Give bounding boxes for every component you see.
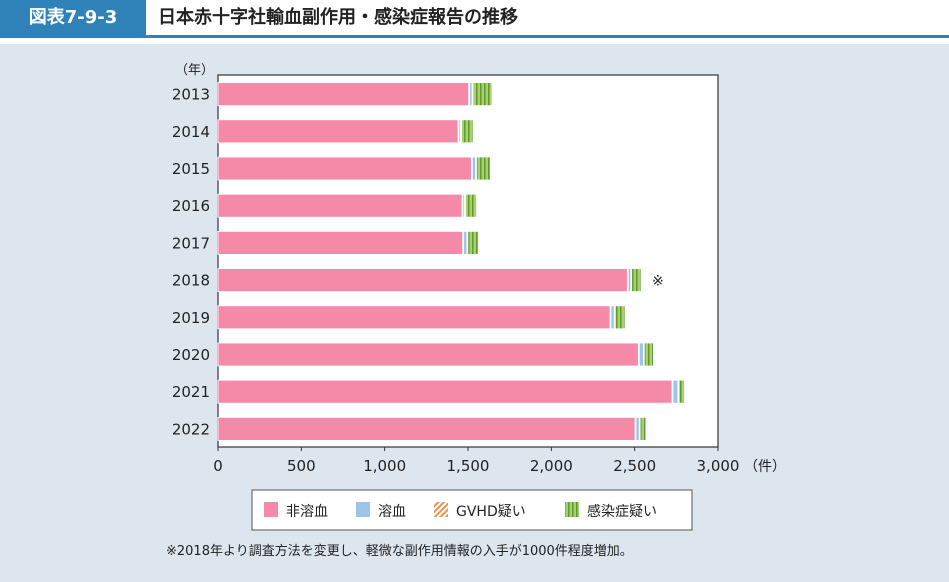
- bar-segment: [469, 82, 473, 106]
- legend-swatch: [434, 502, 448, 517]
- bar-segment: [472, 82, 493, 106]
- figure-title: 日本赤十字社輸血副作用・感染症報告の推移: [158, 7, 518, 28]
- bar-segment: [631, 268, 642, 293]
- bar-segment: [639, 416, 647, 441]
- y-tick-label: 2020: [172, 346, 210, 364]
- bar-segment: [217, 305, 611, 330]
- bar-segment: [614, 305, 626, 330]
- y-tick-label: 2014: [172, 123, 210, 141]
- legend-label: GVHD疑い: [456, 504, 526, 520]
- x-tick-label: 0: [213, 457, 223, 475]
- annotation-mark: ※: [652, 274, 664, 290]
- figure-number: 図表7-9-3: [0, 0, 146, 36]
- bar-segment: [461, 119, 474, 144]
- legend: [251, 489, 693, 531]
- bar-segment: [476, 156, 491, 181]
- y-tick-label: 2015: [172, 160, 210, 178]
- bar-segment: [463, 230, 468, 255]
- y-tick-label: 2018: [172, 272, 210, 290]
- legend-swatch: [264, 502, 278, 517]
- x-axis-label: （件）: [744, 459, 786, 475]
- bar-segment: [217, 342, 639, 367]
- x-tick-label: 1,000: [363, 457, 406, 475]
- legend-label: 溶血: [378, 504, 406, 520]
- bar-segment: [217, 119, 459, 144]
- legend-swatch: [356, 502, 370, 517]
- x-tick-label: 2,000: [530, 457, 573, 475]
- bar-segment: [467, 230, 479, 255]
- x-tick-label: 500: [287, 457, 316, 475]
- y-tick-label: 2016: [172, 197, 210, 215]
- footnote: ※2018年より調査方法を変更し、軽微な副作用情報の入手が1000件程度増加。: [166, 544, 633, 559]
- bar-segment: [465, 193, 477, 218]
- y-tick-label: 2019: [172, 309, 210, 327]
- bar-segment: [217, 193, 463, 218]
- bar-segment: [217, 230, 464, 255]
- bar-segment: [672, 379, 679, 404]
- bar-segment: [462, 193, 465, 218]
- bar-segment: [638, 342, 644, 367]
- y-tick-label: 2021: [172, 383, 210, 401]
- bar-segment: [627, 268, 632, 293]
- bar-segment: [217, 82, 470, 106]
- header: 図表7-9-3 日本赤十字社輸血副作用・感染症報告の推移: [0, 0, 949, 38]
- legend-label: 感染症疑い: [587, 503, 657, 520]
- bar-segment: [217, 416, 636, 441]
- y-tick-label: 2013: [172, 86, 210, 104]
- bar-segment: [678, 379, 685, 404]
- bar-segment: [217, 156, 472, 181]
- x-tick-label: 3,000: [697, 457, 740, 475]
- x-tick-label: 2,500: [613, 457, 656, 475]
- bar-segment: [217, 268, 628, 293]
- legend-label: 非溶血: [286, 504, 328, 520]
- legend-swatch: [565, 502, 579, 517]
- bar-segment: [217, 379, 673, 404]
- bar-segment: [610, 305, 615, 330]
- bar-segment: [635, 416, 640, 441]
- y-axis-label: （年）: [175, 63, 214, 78]
- bar-segment: [643, 342, 654, 367]
- y-tick-label: 2017: [172, 234, 210, 252]
- bar-segment: [458, 119, 461, 144]
- x-tick-label: 1,500: [447, 457, 490, 475]
- bar-segment: [471, 156, 476, 181]
- y-tick-label: 2022: [172, 420, 210, 438]
